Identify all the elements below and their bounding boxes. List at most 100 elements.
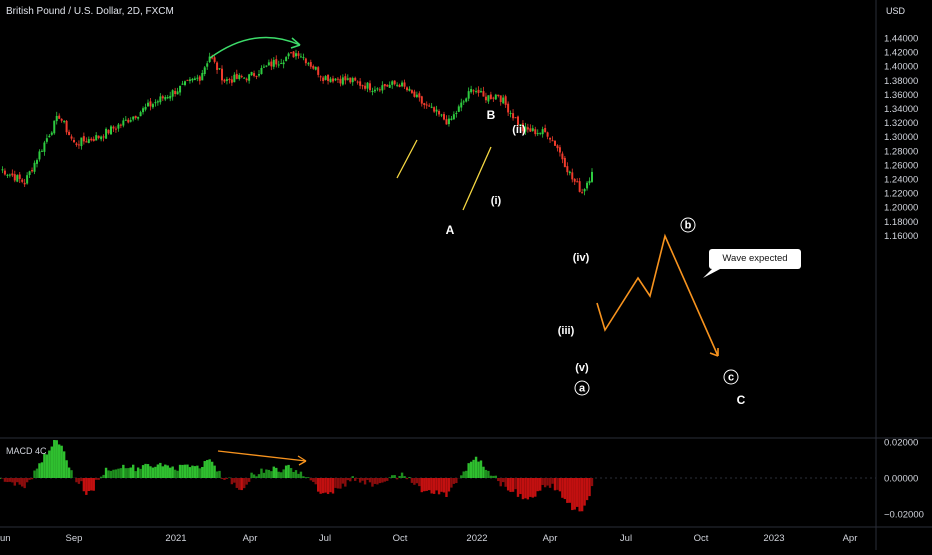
currency-label: USD (886, 6, 905, 16)
candle-body (179, 86, 181, 93)
macd-bar (512, 478, 514, 492)
time-tick-label: Apr (543, 533, 558, 544)
price-tick-label: 1.36000 (884, 90, 918, 101)
candle-body (26, 175, 28, 183)
candle-body (243, 78, 245, 79)
candle-body (256, 76, 258, 77)
macd-bar (371, 478, 373, 487)
macd-bar (549, 478, 551, 488)
macd-bar (100, 477, 102, 478)
macd-bar (475, 457, 477, 478)
candle-body (500, 95, 502, 102)
macd-bar (332, 478, 334, 494)
candle-body (322, 78, 324, 81)
macd-bar (14, 478, 16, 486)
candle-body (463, 101, 465, 102)
macd-bar (507, 478, 509, 490)
macd-bar (564, 478, 566, 499)
candle-body (347, 78, 349, 80)
price-tick-label: 1.44000 (884, 34, 918, 45)
candle-body (24, 183, 26, 185)
macd-bar (282, 469, 284, 478)
macd-bar (85, 478, 87, 495)
candle-body (502, 98, 504, 104)
candle-body (547, 132, 549, 136)
macd-bar (201, 467, 203, 478)
macd-bar (297, 474, 299, 478)
candle-body (204, 67, 206, 74)
candle-body (391, 81, 393, 85)
price-tick-label: 1.34000 (884, 104, 918, 115)
candle-body (337, 79, 339, 80)
candle-body (71, 136, 73, 138)
symbol-title[interactable]: British Pound / U.S. Dollar, 2D, FXCM (6, 6, 174, 17)
candle-body (140, 112, 142, 116)
macd-bar (389, 477, 391, 478)
macd-bar (112, 470, 114, 478)
candle-body (589, 181, 591, 183)
macd-bar (347, 478, 349, 480)
macd-bar (70, 470, 72, 478)
candle-body (36, 160, 38, 164)
macd-bar (223, 478, 225, 480)
candle-body (93, 139, 95, 141)
candle-body (584, 189, 586, 191)
macd-bar (233, 478, 235, 483)
candle-body (539, 133, 541, 134)
candle-body (327, 75, 329, 81)
candle-body (492, 98, 494, 99)
wave-label-i: (i) (491, 195, 502, 207)
candle-body (339, 79, 341, 84)
candle-body (332, 78, 334, 81)
candle-body (401, 83, 403, 87)
macd-bar (60, 446, 62, 478)
macd-bar (152, 468, 154, 478)
macd-bar (307, 477, 309, 478)
candle-body (564, 158, 566, 167)
candle-body (396, 85, 398, 86)
macd-bar (561, 478, 563, 498)
macd-bar (485, 470, 487, 478)
candle-body (418, 93, 420, 97)
macd-tick-label: 0.02000 (884, 438, 918, 449)
candle-body (98, 136, 100, 138)
wave-label-b: b (685, 220, 692, 232)
candle-body (260, 68, 262, 74)
macd-bar (502, 478, 504, 482)
candle-body (191, 79, 193, 81)
macd-bar (393, 475, 395, 478)
candle-body (75, 143, 77, 144)
macd-title[interactable]: MACD 4C (6, 446, 47, 456)
candle-body (90, 139, 92, 140)
macd-bar (305, 477, 307, 478)
candle-body (103, 136, 105, 137)
macd-bar (250, 473, 252, 478)
macd-bar (554, 478, 556, 490)
wave-label-c: c (728, 372, 734, 384)
price-tick-label: 1.30000 (884, 132, 918, 143)
macd-bar (440, 478, 442, 492)
macd-bar (280, 472, 282, 478)
macd-bar (551, 478, 553, 484)
macd-bar (369, 478, 371, 482)
candle-body (117, 125, 119, 129)
wave-label-a: a (579, 383, 586, 395)
macd-bar (532, 478, 534, 498)
macd-bar (181, 465, 183, 478)
macd-bar (334, 478, 336, 488)
macd-bar (418, 478, 420, 486)
candle-body (399, 85, 401, 87)
candle-body (231, 79, 233, 82)
macd-bar (184, 465, 186, 478)
macd-bar (241, 478, 243, 490)
macd-bar (322, 478, 324, 493)
macd-bar (495, 476, 497, 478)
candle-body (152, 104, 154, 107)
macd-bar (361, 478, 363, 481)
candle-body (334, 79, 336, 81)
candle-body (317, 67, 319, 75)
macd-bar (492, 476, 494, 478)
